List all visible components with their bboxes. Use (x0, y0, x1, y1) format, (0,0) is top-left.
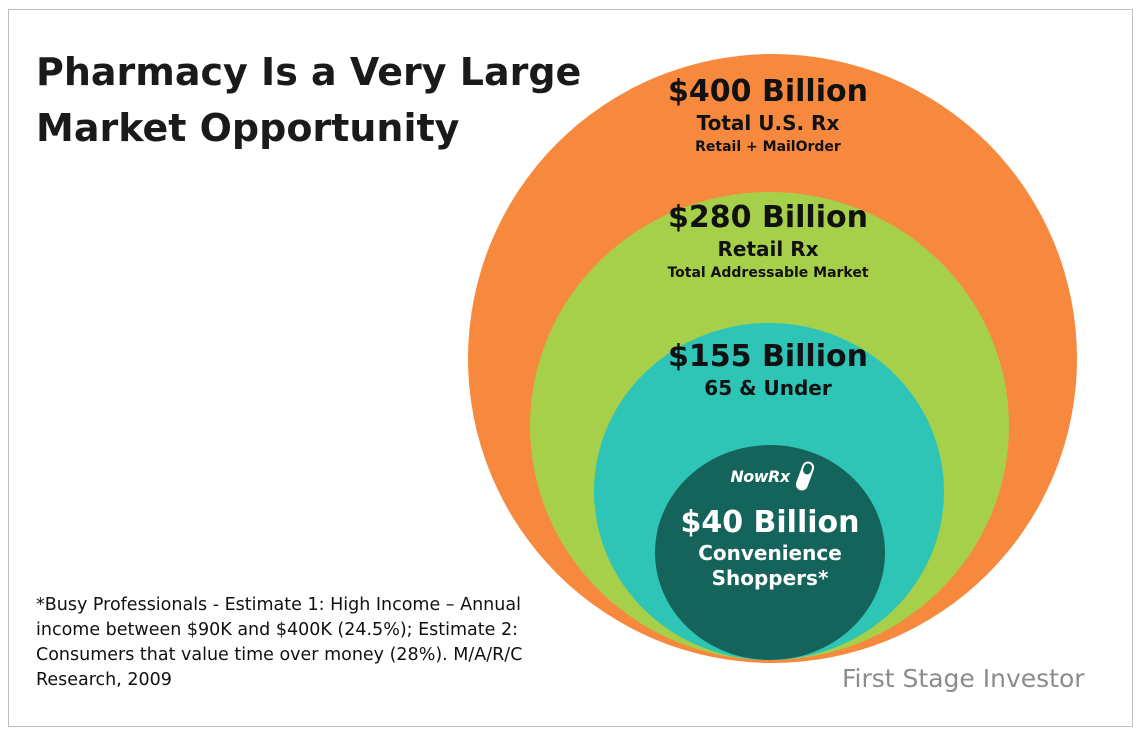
label-total-us-rx-sub: Retail + MailOrder (695, 139, 841, 155)
label-total-us-rx-name: Total U.S. Rx (696, 111, 840, 135)
title-line-2: Market Opportunity (36, 106, 460, 150)
label-65-and-under: $155 Billion 65 & Under (568, 339, 968, 401)
label-convenience-line-2: Shoppers* (711, 566, 829, 590)
label-retail-rx-sub: Total Addressable Market (667, 265, 869, 281)
amount-155-billion: $155 Billion (668, 339, 868, 374)
nowrx-logo-text: NowRx (730, 466, 790, 486)
label-total-us-rx: $400 Billion Total U.S. Rx Retail + Mail… (568, 74, 968, 158)
amount-400-billion: $400 Billion (668, 74, 868, 109)
label-65-and-under-name: 65 & Under (704, 376, 832, 400)
credit-text: First Stage Investor (842, 664, 1085, 693)
footnote: *Busy Professionals - Estimate 1: High I… (36, 595, 523, 690)
label-retail-rx-name: Retail Rx (717, 237, 819, 261)
amount-40-billion: $40 Billion (680, 505, 860, 540)
title-line-1: Pharmacy Is a Very Large (36, 50, 582, 94)
pill-icon (795, 461, 814, 491)
label-retail-rx: $280 Billion Retail Rx Total Addressable… (568, 200, 968, 284)
label-convenience-line-1: Convenience (698, 541, 842, 565)
label-convenience-shoppers: $40 Billion Convenience Shoppers* (655, 505, 885, 591)
nowrx-logo: NowRx (722, 456, 822, 496)
amount-280-billion: $280 Billion (668, 200, 868, 235)
page-title: Pharmacy Is a Very Large Market Opportun… (36, 44, 581, 156)
circle-convenience-shoppers (655, 445, 885, 660)
